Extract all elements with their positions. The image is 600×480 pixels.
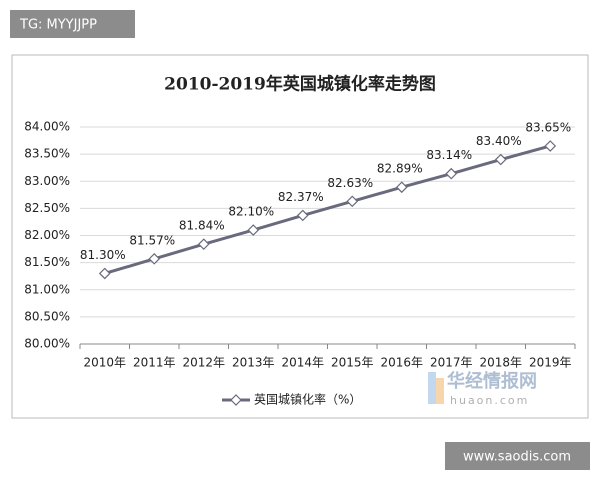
data-label: 81.84% [179,219,225,233]
point-marker [544,140,557,152]
logo-icon [428,372,436,404]
logo-icon [436,378,444,404]
data-label: 82.37% [278,190,324,204]
y-tick-label: 84.00% [24,120,70,134]
data-label: 82.89% [377,162,423,176]
x-tick-label: 2010年 [83,356,126,370]
chart-title: 2010-2019年英国城镇化率走势图 [164,74,436,95]
point-marker [98,267,111,280]
data-label: 81.30% [80,248,126,262]
x-tick-label: 2013年 [232,356,275,370]
data-label: 83.40% [476,134,522,148]
y-tick-label: 81.00% [24,282,70,296]
watermark-box [10,10,135,38]
series-line [104,144,551,275]
x-tick-label: 2019年 [529,356,572,370]
data-label: 81.57% [129,233,175,247]
x-tick-label: 2011年 [133,356,176,370]
y-tick-label: 83.50% [24,147,70,161]
y-tick-label: 83.00% [24,174,70,188]
point-marker [445,167,458,180]
x-tick-label: 2017年 [430,356,473,370]
chart-frame [11,54,589,419]
point-marker [148,252,161,265]
y-tick-label: 80.00% [24,337,70,351]
y-tick-label: 82.00% [24,228,70,242]
x-tick-label: 2016年 [380,356,423,370]
point-marker [395,181,408,194]
data-label: 82.63% [327,176,373,190]
watermark-box [445,442,590,470]
x-tick-label: 2015年 [331,356,374,370]
y-tick-label: 80.50% [24,309,70,323]
point-marker [494,153,507,166]
point-marker [296,209,309,222]
data-label: 82.10% [228,205,274,219]
x-tick-label: 2018年 [479,356,522,370]
logo-url: huaon.com [450,394,529,407]
point-marker [346,195,359,208]
legend-marker [230,394,242,406]
y-tick-label: 81.50% [24,255,70,269]
point-marker [247,224,260,236]
point-marker [197,238,210,251]
data-label: 83.65% [525,120,571,134]
logo-text: 华经情报网 [447,370,537,392]
x-tick-label: 2014年 [281,356,324,370]
watermark: TG: MYYJJPP [19,18,97,33]
y-tick-label: 82.50% [24,201,70,215]
watermark: www.saodis.com [463,450,571,465]
data-label: 83.14% [426,148,472,162]
legend-label: 英国城镇化率（%） [254,392,361,407]
x-tick-label: 2012年 [182,356,225,370]
